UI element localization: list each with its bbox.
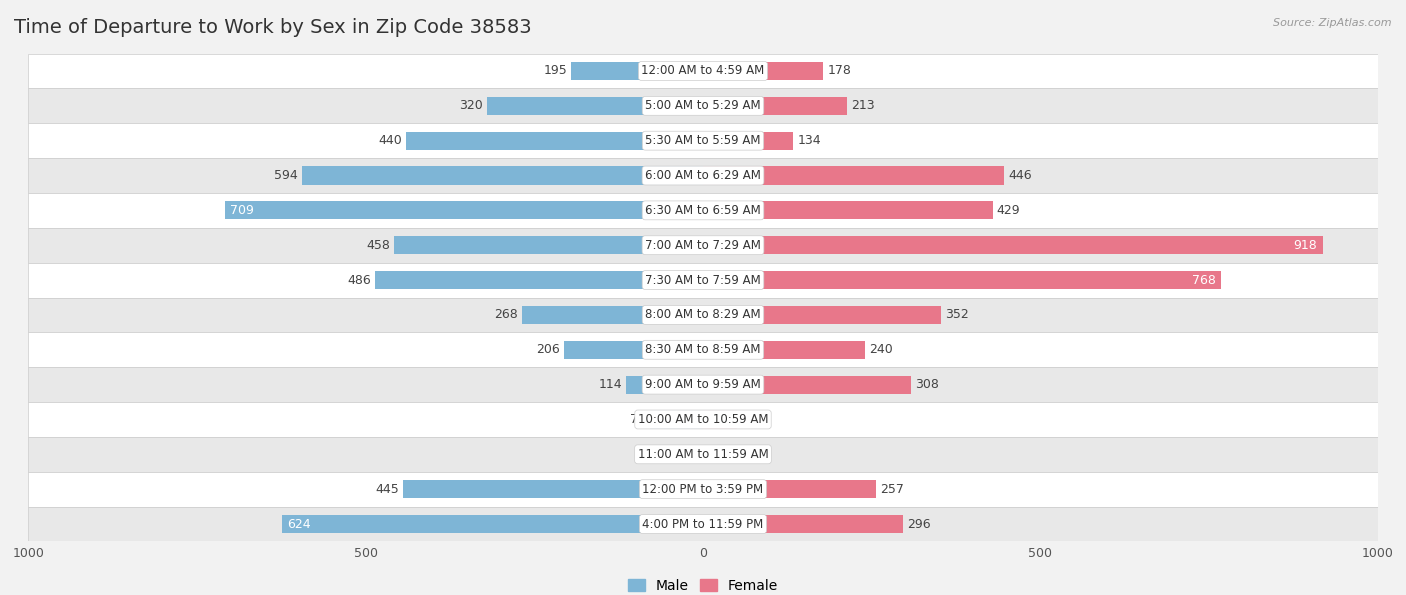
Bar — [522, 306, 703, 324]
Text: 320: 320 — [460, 99, 484, 112]
Bar — [28, 228, 1378, 262]
Text: 206: 206 — [536, 343, 560, 356]
Text: Time of Departure to Work by Sex in Zip Code 38583: Time of Departure to Work by Sex in Zip … — [14, 18, 531, 37]
Text: Source: ZipAtlas.com: Source: ZipAtlas.com — [1274, 18, 1392, 28]
Bar — [302, 167, 703, 184]
Bar — [651, 411, 703, 428]
Text: 8:30 AM to 8:59 AM: 8:30 AM to 8:59 AM — [645, 343, 761, 356]
Text: 257: 257 — [880, 483, 904, 496]
Text: 296: 296 — [907, 518, 931, 531]
Text: 49: 49 — [650, 448, 666, 461]
Bar — [564, 341, 703, 359]
Bar — [703, 97, 846, 115]
Text: 5:00 AM to 5:29 AM: 5:00 AM to 5:29 AM — [645, 99, 761, 112]
Bar — [703, 131, 793, 150]
Text: 7:30 AM to 7:59 AM: 7:30 AM to 7:59 AM — [645, 274, 761, 287]
Bar — [225, 201, 703, 220]
Text: 5:30 AM to 5:59 AM: 5:30 AM to 5:59 AM — [645, 134, 761, 147]
Bar — [703, 62, 823, 80]
Text: 8:00 AM to 8:29 AM: 8:00 AM to 8:29 AM — [645, 308, 761, 321]
Text: 12:00 PM to 3:59 PM: 12:00 PM to 3:59 PM — [643, 483, 763, 496]
Bar — [281, 515, 703, 533]
Bar — [703, 201, 993, 220]
Text: 429: 429 — [997, 204, 1021, 217]
Text: 11:00 AM to 11:59 AM: 11:00 AM to 11:59 AM — [638, 448, 768, 461]
Bar — [28, 89, 1378, 123]
Bar — [703, 445, 752, 464]
Bar — [28, 262, 1378, 298]
Bar — [703, 411, 737, 428]
Text: 12:00 AM to 4:59 AM: 12:00 AM to 4:59 AM — [641, 64, 765, 77]
Bar — [703, 236, 1323, 254]
Bar — [703, 167, 1004, 184]
Text: 50: 50 — [741, 413, 756, 426]
Text: 195: 195 — [544, 64, 568, 77]
Text: 768: 768 — [1192, 274, 1216, 287]
Text: 6:00 AM to 6:29 AM: 6:00 AM to 6:29 AM — [645, 169, 761, 182]
Bar — [28, 472, 1378, 506]
Bar — [28, 54, 1378, 89]
Bar — [28, 402, 1378, 437]
Bar — [703, 341, 865, 359]
Text: 445: 445 — [375, 483, 399, 496]
Text: 9:00 AM to 9:59 AM: 9:00 AM to 9:59 AM — [645, 378, 761, 391]
Text: 918: 918 — [1294, 239, 1317, 252]
Text: 446: 446 — [1008, 169, 1032, 182]
Text: 240: 240 — [869, 343, 893, 356]
Text: 624: 624 — [287, 518, 311, 531]
Text: 6:30 AM to 6:59 AM: 6:30 AM to 6:59 AM — [645, 204, 761, 217]
Bar — [703, 271, 1222, 289]
Text: 4:00 PM to 11:59 PM: 4:00 PM to 11:59 PM — [643, 518, 763, 531]
Text: 440: 440 — [378, 134, 402, 147]
Text: 486: 486 — [347, 274, 371, 287]
Bar — [28, 158, 1378, 193]
Bar — [28, 123, 1378, 158]
Bar — [626, 375, 703, 394]
Bar — [28, 437, 1378, 472]
Bar — [402, 480, 703, 498]
Bar — [28, 193, 1378, 228]
Text: 458: 458 — [366, 239, 389, 252]
Bar — [703, 480, 876, 498]
Text: 72: 72 — [755, 448, 772, 461]
Text: 308: 308 — [915, 378, 939, 391]
Bar — [406, 131, 703, 150]
Text: 134: 134 — [797, 134, 821, 147]
Text: 10:00 AM to 10:59 AM: 10:00 AM to 10:59 AM — [638, 413, 768, 426]
Bar — [571, 62, 703, 80]
Bar — [28, 298, 1378, 333]
Bar — [28, 333, 1378, 367]
Bar — [486, 97, 703, 115]
Legend: Male, Female: Male, Female — [628, 579, 778, 593]
Bar — [669, 445, 703, 464]
Text: 78: 78 — [630, 413, 647, 426]
Text: 594: 594 — [274, 169, 298, 182]
Bar — [703, 375, 911, 394]
Bar — [28, 367, 1378, 402]
Text: 178: 178 — [827, 64, 851, 77]
Bar — [375, 271, 703, 289]
Text: 709: 709 — [231, 204, 254, 217]
Text: 268: 268 — [495, 308, 517, 321]
Text: 7:00 AM to 7:29 AM: 7:00 AM to 7:29 AM — [645, 239, 761, 252]
Text: 114: 114 — [599, 378, 621, 391]
Bar — [394, 236, 703, 254]
Bar — [703, 515, 903, 533]
Bar — [28, 506, 1378, 541]
Text: 352: 352 — [945, 308, 969, 321]
Text: 213: 213 — [851, 99, 875, 112]
Bar — [703, 306, 941, 324]
